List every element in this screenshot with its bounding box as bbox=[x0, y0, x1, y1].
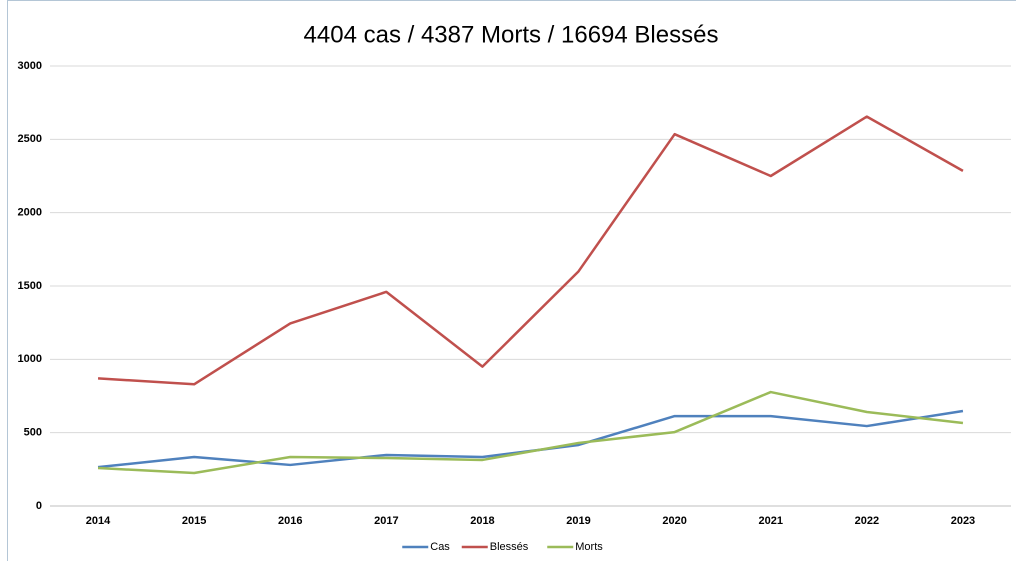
y-tick-label: 0 bbox=[36, 500, 42, 512]
legend-label: Blessés bbox=[490, 541, 529, 553]
x-tick-label: 2017 bbox=[374, 515, 398, 527]
y-tick-label: 3000 bbox=[18, 60, 42, 72]
series-line bbox=[97, 115, 964, 386]
x-tick-label: 2019 bbox=[566, 515, 590, 527]
y-tick-label: 2500 bbox=[18, 133, 42, 145]
x-tick-label: 2015 bbox=[182, 515, 206, 527]
x-tick-label: 2016 bbox=[278, 515, 302, 527]
x-tick-label: 2014 bbox=[86, 515, 111, 527]
y-tick-label: 2000 bbox=[18, 207, 42, 219]
chart-frame bbox=[7, 0, 1016, 561]
y-tick-label: 1500 bbox=[18, 280, 42, 292]
legend-label: Cas bbox=[430, 541, 450, 553]
legend-label: Morts bbox=[575, 541, 603, 553]
series-line bbox=[97, 390, 964, 475]
chart-title: 4404 cas / 4387 Morts / 16694 Blessés bbox=[304, 21, 719, 48]
series-line bbox=[97, 409, 964, 469]
x-tick-label: 2023 bbox=[951, 515, 975, 527]
x-tick-label: 2022 bbox=[855, 515, 879, 527]
x-tick-label: 2021 bbox=[759, 515, 783, 527]
y-tick-label: 1000 bbox=[18, 353, 42, 365]
y-tick-label: 500 bbox=[24, 427, 42, 439]
x-tick-label: 2018 bbox=[470, 515, 494, 527]
x-tick-label: 2020 bbox=[662, 515, 686, 527]
